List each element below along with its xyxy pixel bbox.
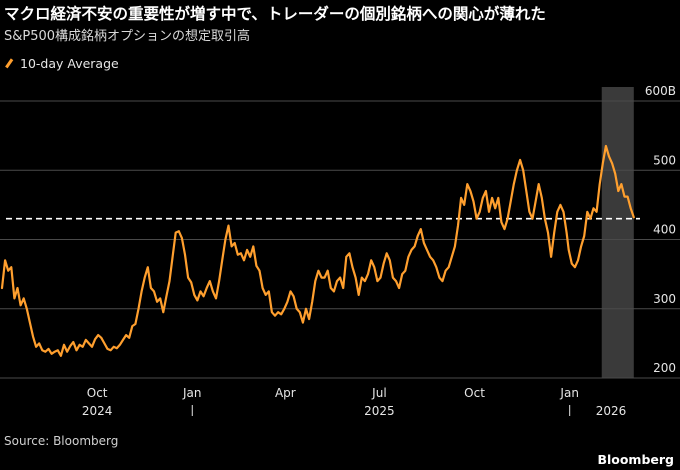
bloomberg-logo: Bloomberg <box>597 452 674 467</box>
year-label: 2026 <box>596 404 627 418</box>
legend-label: 10-day Average <box>20 56 119 71</box>
chart-subtitle: S&P500構成銘柄オプションの想定取引高 <box>4 29 251 44</box>
y-tick-label: 300 <box>653 292 676 306</box>
year-label: 2025 <box>364 404 395 418</box>
series-line-10-day-average <box>0 144 635 357</box>
x-tick-label: Oct <box>464 386 485 400</box>
y-tick-label: 400 <box>653 223 676 237</box>
y-tick-label: 600B <box>645 84 676 98</box>
x-tick-label: Oct <box>87 386 108 400</box>
shaded-period <box>601 87 634 378</box>
x-tick-label: Apr <box>275 386 296 400</box>
y-tick-label: 500 <box>653 153 676 167</box>
y-tick-label: 200 <box>653 361 676 375</box>
x-tick-label: Jan <box>559 386 579 400</box>
legend: 10-day Average <box>4 56 119 71</box>
x-tick-label: Jan <box>182 386 202 400</box>
source-note: Source: Bloomberg <box>4 434 119 448</box>
year-label: 2024 <box>82 404 113 418</box>
x-tick-label: Jul <box>371 386 386 400</box>
chart-title: マクロ経済不安の重要性が増す中で、トレーダーの個別銘柄への関心が薄れた <box>4 5 546 23</box>
